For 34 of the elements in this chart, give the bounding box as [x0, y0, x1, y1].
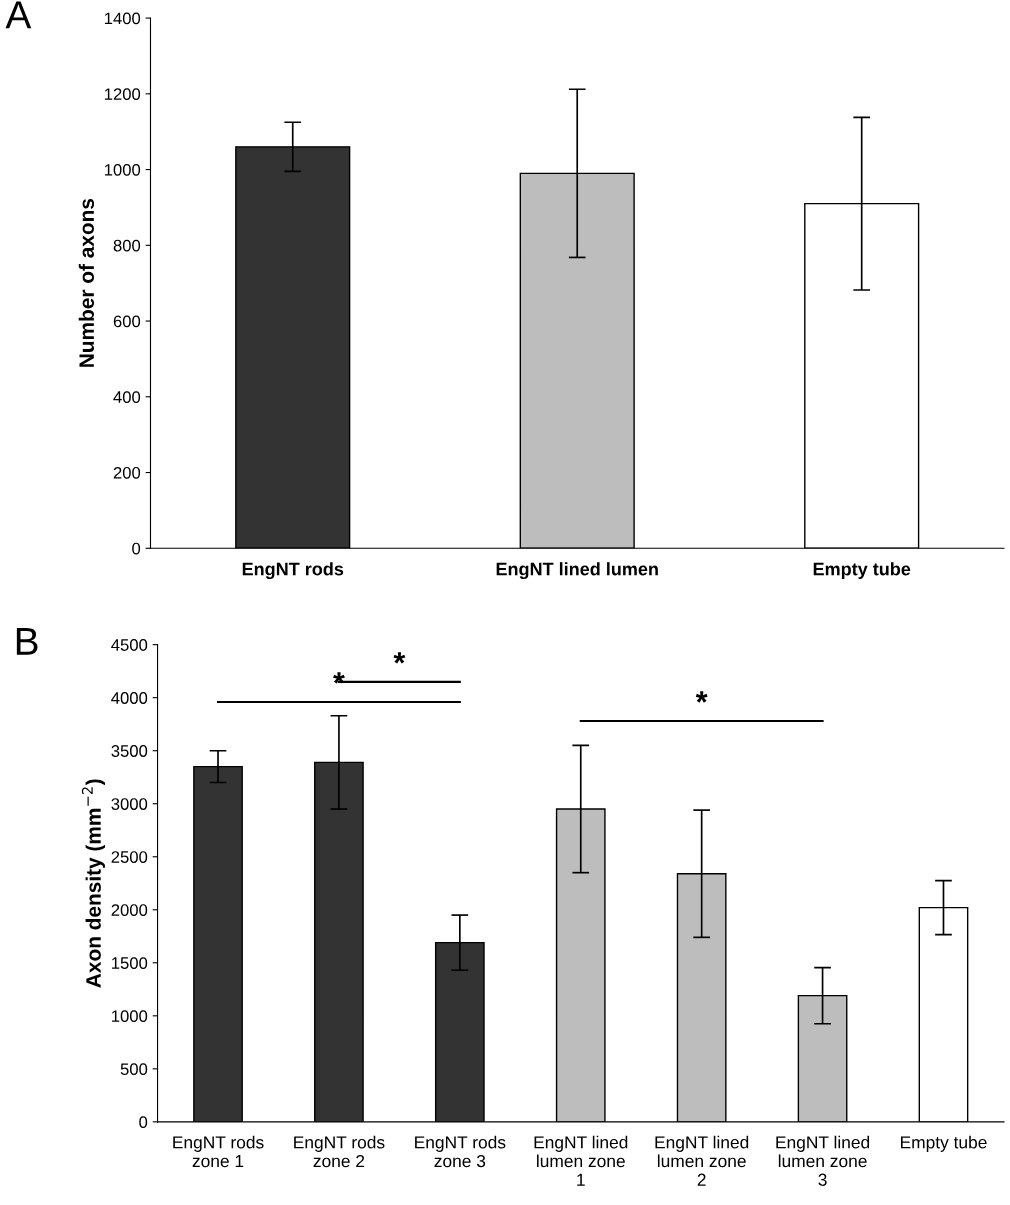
x-tick-label: EngNT rods zone 2 — [294, 1135, 385, 1168]
y-tick-label: 200 — [113, 466, 141, 479]
y-tick-label: 3000 — [111, 798, 148, 810]
y-tick-label: 600 — [113, 315, 141, 328]
y-tick-label: 500 — [120, 1063, 148, 1076]
y-tick-label: 1200 — [104, 88, 141, 101]
x-tick-label: EngNT rods zone 1 — [173, 1135, 264, 1168]
y-axis-title: Axon density (mm$^{−2}$) — [81, 779, 105, 988]
y-tick-label: 2500 — [111, 851, 148, 863]
annotation: * — [695, 691, 708, 703]
x-tick-label: Empty tube — [901, 1135, 987, 1152]
x-tick-label: Empty tube — [813, 562, 911, 579]
x-tick-label: EngNT lined lumen zone 3 — [776, 1135, 870, 1186]
x-tick-label: EngNT lined lumen zone 1 — [534, 1135, 628, 1186]
text: B — [16, 627, 38, 655]
y-tick-label: 1000 — [112, 1010, 148, 1023]
y-tick-label: 3500 — [111, 745, 148, 757]
annotation: * — [393, 652, 406, 664]
x-tick-label: EngNT rods — [242, 562, 344, 580]
x-tick-label: EngNT lined lumen — [496, 562, 658, 580]
y-tick-label: 400 — [113, 391, 141, 403]
x-tick-label: EngNT lined lumen zone 2 — [655, 1135, 749, 1186]
y-tick-label: 1400 — [104, 12, 141, 25]
y-axis-title: Number of axons — [78, 198, 95, 367]
y-tick-label: 1500 — [112, 957, 148, 969]
y-tick-label: 0 — [139, 1116, 148, 1129]
y-tick-label: 1000 — [104, 163, 141, 176]
x-tick-label: EngNT rods zone 3 — [415, 1135, 506, 1168]
y-tick-label: 800 — [113, 239, 141, 252]
y-tick-label: 0 — [132, 542, 141, 555]
y-tick-label: 2000 — [111, 904, 148, 916]
y-tick-label: 4000 — [111, 692, 148, 704]
y-tick-label: 4500 — [111, 639, 148, 651]
text: A — [5, 1, 32, 29]
